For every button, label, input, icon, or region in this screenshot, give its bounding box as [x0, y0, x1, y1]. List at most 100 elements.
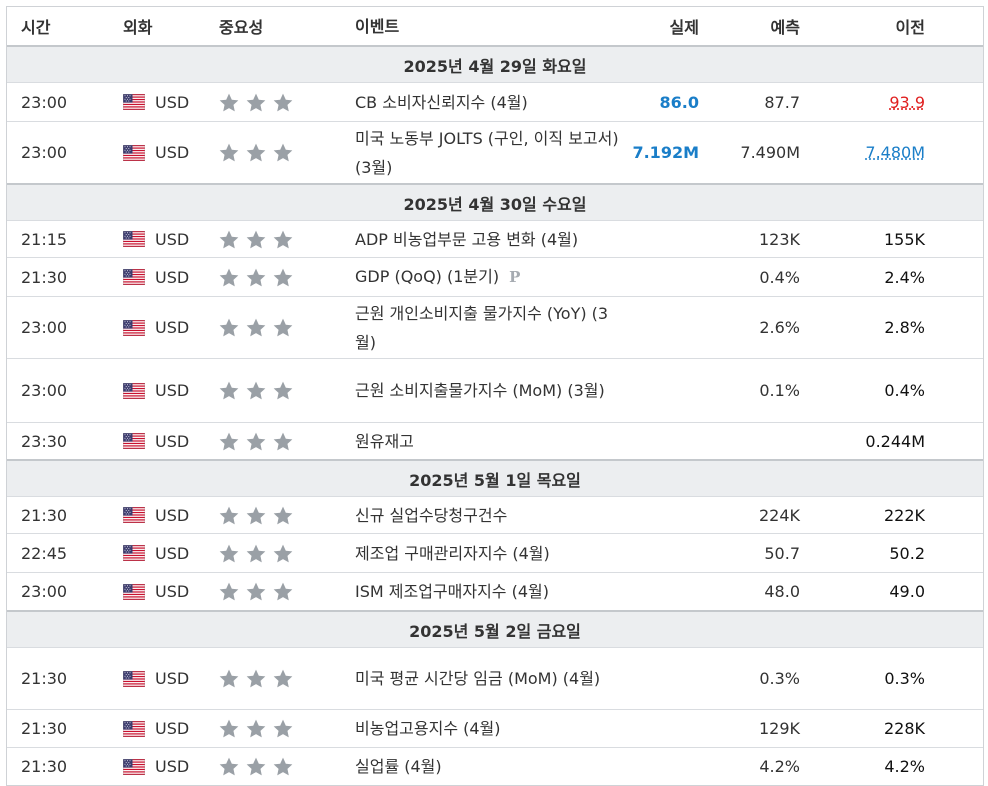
- star-icon: [246, 719, 266, 738]
- event-name[interactable]: 원유재고: [355, 431, 414, 451]
- star-icon: [273, 230, 293, 249]
- header-actual[interactable]: 실제: [669, 18, 699, 37]
- event-name-cell[interactable]: 원유재고: [355, 427, 623, 456]
- star-icon: [273, 757, 293, 776]
- event-name[interactable]: 실업률 (4월): [355, 757, 442, 776]
- event-time: 21:30: [21, 267, 68, 287]
- event-name-cell[interactable]: 근원 개인소비지출 물가지수 (YoY) (3월): [355, 299, 623, 357]
- us-flag-icon: [122, 144, 146, 161]
- currency-code: USD: [155, 719, 190, 738]
- event-name[interactable]: 신규 실업수당청구건수: [355, 505, 508, 525]
- importance-stars: [219, 757, 300, 776]
- currency-code: USD: [155, 669, 190, 688]
- event-row[interactable]: 21:15 USD ADP 비농업부문 고용 변화 (4월) 123K 155K: [7, 220, 983, 257]
- currency-code: USD: [155, 505, 190, 525]
- event-currency: USD: [122, 318, 190, 337]
- star-icon: [273, 506, 293, 525]
- star-icon: [219, 719, 239, 738]
- event-name[interactable]: 근원 소비지출물가지수 (MoM) (3월): [355, 381, 605, 400]
- importance-stars: [219, 143, 300, 162]
- event-previous[interactable]: 7.480M: [865, 143, 925, 162]
- event-name[interactable]: 미국 평균 시간당 임금 (MoM) (4월): [355, 669, 601, 688]
- event-name[interactable]: CB 소비자신뢰지수 (4월): [355, 92, 528, 112]
- star-icon: [273, 268, 293, 287]
- currency-code: USD: [155, 431, 190, 451]
- star-icon: [246, 143, 266, 162]
- header-importance[interactable]: 중요성: [219, 18, 264, 37]
- event-name[interactable]: GDP (QoQ) (1분기): [355, 267, 500, 286]
- header-currency[interactable]: 외화: [123, 18, 153, 37]
- event-row[interactable]: 21:30 USD 미국 평균 시간당 임금 (MoM) (4월) 0.3% 0.3%: [7, 647, 983, 709]
- event-actual: 86.0: [659, 92, 699, 112]
- event-forecast: 2.6%: [759, 318, 800, 337]
- us-flag-icon: [122, 93, 146, 111]
- star-icon: [246, 506, 266, 525]
- star-icon: [219, 268, 239, 287]
- us-flag-icon: [122, 670, 146, 687]
- economic-calendar-table: 시간 외화 중요성 이벤트 실제 예측 이전 2025년 4월 29일 화요일 2…: [6, 6, 984, 786]
- star-icon: [273, 544, 293, 563]
- event-name[interactable]: 비농업고용지수 (4월): [355, 719, 501, 738]
- currency-code: USD: [155, 318, 190, 337]
- event-time: 23:00: [21, 143, 68, 162]
- event-name[interactable]: 제조업 구매관리자지수 (4월): [355, 543, 550, 563]
- event-previous: 2.4%: [884, 267, 925, 287]
- event-name-cell[interactable]: 실업률 (4월): [355, 752, 623, 781]
- us-flag-icon: [122, 432, 146, 450]
- us-flag-icon: [122, 720, 146, 737]
- event-time: 23:30: [21, 431, 68, 451]
- currency-code: USD: [155, 757, 190, 776]
- event-previous[interactable]: 93.9: [889, 92, 925, 112]
- event-row[interactable]: 23:00 USD ISM 제조업구매자지수 (4월) 48.0 49.0: [7, 572, 983, 610]
- header-previous[interactable]: 이전: [895, 18, 925, 37]
- event-name-cell[interactable]: ISM 제조업구매자지수 (4월): [355, 577, 623, 606]
- event-row[interactable]: 22:45 USD 제조업 구매관리자지수 (4월) 50.7 50.2: [7, 533, 983, 572]
- event-row[interactable]: 21:30 USD GDP (QoQ) (1분기) P 0.4% 2.4%: [7, 257, 983, 296]
- event-currency: USD: [122, 431, 190, 451]
- event-row[interactable]: 23:00 USD CB 소비자신뢰지수 (4월) 86.0 87.7 93.9: [7, 82, 983, 121]
- star-icon: [219, 230, 239, 249]
- event-name-cell[interactable]: 미국 노동부 JOLTS (구인, 이직 보고서) (3월): [355, 124, 623, 182]
- header-event[interactable]: 이벤트: [355, 16, 400, 36]
- event-name[interactable]: ADP 비농업부문 고용 변화 (4월): [355, 229, 579, 249]
- event-time: 21:30: [21, 669, 68, 688]
- event-row[interactable]: 23:00 USD 미국 노동부 JOLTS (구인, 이직 보고서) (3월) 7…: [7, 121, 983, 183]
- star-icon: [219, 757, 239, 776]
- us-flag-icon: [122, 506, 146, 524]
- event-name-cell[interactable]: 근원 소비지출물가지수 (MoM) (3월): [355, 376, 623, 405]
- header-time[interactable]: 시간: [21, 18, 51, 37]
- event-forecast: 0.3%: [759, 669, 800, 688]
- event-row[interactable]: 23:30 USD 원유재고 0.244M: [7, 422, 983, 459]
- importance-stars: [219, 318, 300, 337]
- header-forecast[interactable]: 예측: [770, 18, 800, 37]
- star-icon: [219, 93, 239, 112]
- us-flag-icon: [122, 583, 146, 600]
- event-row[interactable]: 21:30 USD 실업률 (4월) 4.2% 4.2%: [7, 747, 983, 785]
- currency-code: USD: [155, 267, 190, 287]
- star-icon: [219, 669, 239, 688]
- star-icon: [219, 544, 239, 563]
- event-time: 23:00: [21, 381, 68, 400]
- event-row[interactable]: 23:00 USD 근원 개인소비지출 물가지수 (YoY) (3월) 2.6% 2.…: [7, 296, 983, 358]
- importance-stars: [219, 669, 300, 688]
- event-name[interactable]: 미국 노동부 JOLTS (구인, 이직 보고서) (3월): [355, 128, 619, 177]
- event-name-cell[interactable]: GDP (QoQ) (1분기) P: [355, 262, 623, 292]
- event-name-cell[interactable]: 미국 평균 시간당 임금 (MoM) (4월): [355, 664, 623, 693]
- event-row[interactable]: 21:30 USD 비농업고용지수 (4월) 129K 228K: [7, 709, 983, 747]
- event-name-cell[interactable]: 비농업고용지수 (4월): [355, 714, 623, 743]
- event-name-cell[interactable]: 제조업 구매관리자지수 (4월): [355, 539, 623, 568]
- star-icon: [246, 230, 266, 249]
- event-time: 23:00: [21, 92, 68, 112]
- currency-code: USD: [155, 92, 190, 112]
- us-flag-icon: [122, 230, 146, 248]
- event-name[interactable]: ISM 제조업구매자지수 (4월): [355, 582, 549, 601]
- event-row[interactable]: 23:00 USD 근원 소비지출물가지수 (MoM) (3월) 0.1% 0.4%: [7, 358, 983, 422]
- event-name[interactable]: 근원 개인소비지출 물가지수 (YoY) (3월): [355, 303, 609, 352]
- event-name-cell[interactable]: 신규 실업수당청구건수: [355, 501, 623, 530]
- event-name-cell[interactable]: CB 소비자신뢰지수 (4월): [355, 88, 623, 117]
- event-currency: USD: [122, 544, 189, 563]
- event-time: 21:15: [21, 229, 68, 249]
- event-row[interactable]: 21:30 USD 신규 실업수당청구건수 224K 222K: [7, 496, 983, 533]
- table-body: 2025년 4월 29일 화요일 23:00 USD CB 소비자신뢰지수 (4월)…: [7, 45, 983, 785]
- event-name-cell[interactable]: ADP 비농업부문 고용 변화 (4월): [355, 225, 623, 254]
